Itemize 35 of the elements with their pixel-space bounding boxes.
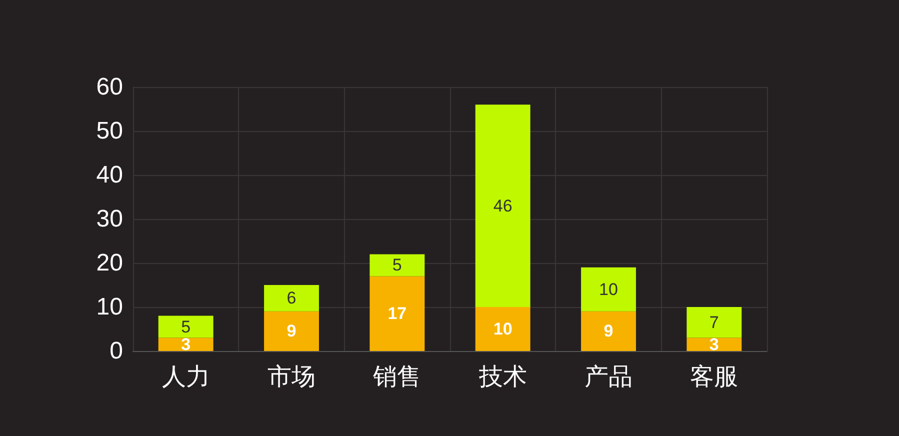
x-tick-label: 人力 bbox=[162, 364, 210, 390]
data-label: 10 bbox=[493, 320, 512, 338]
data-label: 6 bbox=[286, 288, 296, 308]
data-label: 5 bbox=[392, 256, 402, 275]
y-tick-label: 0 bbox=[110, 338, 123, 364]
x-tick-label: 产品 bbox=[584, 364, 632, 390]
y-tick-label: 20 bbox=[96, 250, 123, 276]
y-tick-label: 50 bbox=[96, 118, 123, 144]
bar bbox=[475, 307, 530, 351]
bar bbox=[370, 254, 425, 276]
y-tick-label: 40 bbox=[96, 162, 123, 188]
x-tick-label: 客服 bbox=[690, 364, 738, 390]
bar bbox=[158, 316, 214, 338]
data-label: 10 bbox=[599, 280, 618, 299]
bar bbox=[264, 311, 319, 351]
bar bbox=[581, 267, 636, 312]
y-tick-label: 60 bbox=[96, 74, 123, 100]
data-label: 46 bbox=[493, 196, 512, 216]
y-tick-label: 10 bbox=[96, 294, 123, 320]
x-tick-label: 技术 bbox=[478, 364, 527, 390]
data-label: 3 bbox=[709, 334, 719, 354]
x-tick-label: 销售 bbox=[372, 364, 422, 390]
data-label: 9 bbox=[286, 322, 296, 341]
data-label: 7 bbox=[709, 312, 719, 332]
x-tick-label: 市场 bbox=[268, 364, 316, 390]
y-tick-label: 30 bbox=[96, 206, 123, 232]
data-label: 3 bbox=[181, 334, 191, 354]
bar bbox=[686, 307, 742, 338]
data-label: 9 bbox=[604, 322, 614, 341]
bar bbox=[581, 311, 636, 351]
bar bbox=[475, 104, 530, 307]
data-label: 17 bbox=[388, 304, 407, 324]
bar bbox=[264, 285, 319, 312]
bar bbox=[370, 276, 425, 351]
data-label: 5 bbox=[181, 317, 191, 336]
